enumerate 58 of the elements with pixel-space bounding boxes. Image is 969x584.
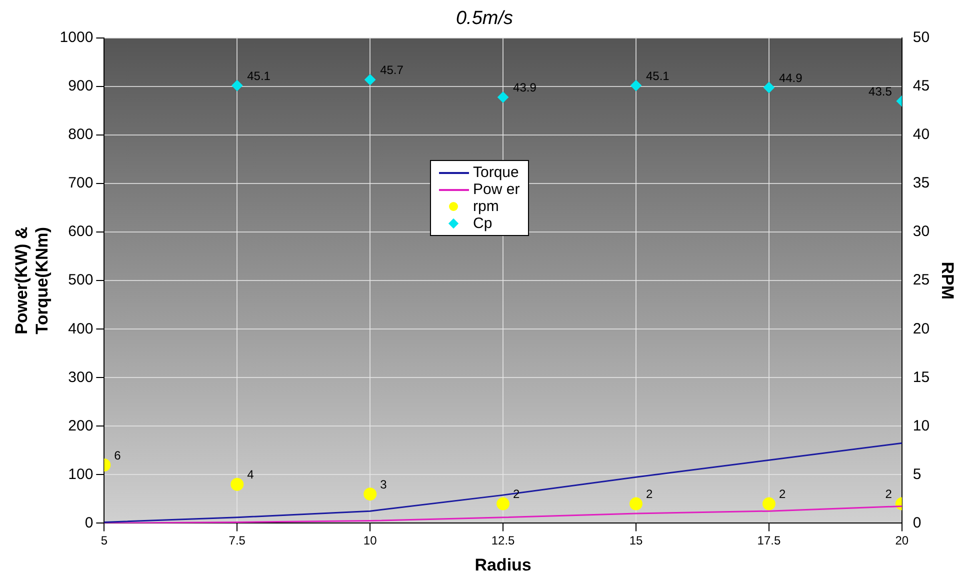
chart-title: 0.5m/s bbox=[454, 8, 514, 30]
data-label: 3 bbox=[380, 477, 388, 492]
y2-tick-label: 45 bbox=[912, 78, 930, 95]
point bbox=[230, 478, 244, 491]
y2-tick-label: 30 bbox=[912, 223, 930, 240]
y-tick-label: 200 bbox=[68, 417, 94, 434]
x-tick-label: 12.5 bbox=[491, 534, 516, 548]
point bbox=[364, 74, 376, 86]
y-tick-label: 800 bbox=[68, 126, 94, 144]
point bbox=[364, 488, 377, 501]
data-label: 2 bbox=[646, 487, 653, 502]
x-tick-label: 10 bbox=[363, 534, 378, 548]
point bbox=[232, 80, 243, 92]
y2-tick-label: 5 bbox=[912, 466, 922, 483]
y-tick-label: 1000 bbox=[60, 29, 94, 46]
data-label: 45.7 bbox=[380, 63, 404, 78]
y2-tick-label: 0 bbox=[912, 514, 922, 532]
y2-tick-label: 40 bbox=[912, 126, 930, 144]
data-label: 4 bbox=[247, 468, 254, 482]
x-axis-title: Radius bbox=[474, 555, 532, 574]
y-tick-label: 500 bbox=[68, 272, 94, 289]
data-label: 44.9 bbox=[778, 70, 803, 85]
point bbox=[762, 497, 776, 510]
point bbox=[630, 497, 642, 510]
data-label: 43.5 bbox=[868, 84, 892, 98]
y2-tick-label: 50 bbox=[912, 29, 930, 46]
legend-label: rpm bbox=[473, 198, 499, 215]
y2-tick-label: 20 bbox=[912, 320, 930, 338]
y2-tick-label: 15 bbox=[912, 368, 930, 386]
y-tick-label: 900 bbox=[68, 78, 94, 95]
data-label: 2 bbox=[778, 487, 786, 502]
y2-axis-title: RPM bbox=[938, 262, 958, 300]
y-tick-label: 0 bbox=[84, 514, 94, 532]
legend-label: Cp bbox=[473, 215, 492, 232]
data-label: 6 bbox=[114, 448, 122, 462]
legend-label: Torque bbox=[473, 164, 519, 181]
y2-tick-label: 25 bbox=[912, 272, 930, 289]
y-tick-label: 300 bbox=[68, 368, 94, 386]
x-tick-label: 5 bbox=[100, 534, 108, 548]
legend-label: Pow er bbox=[473, 181, 520, 198]
point bbox=[763, 82, 774, 93]
y2-tick-label: 35 bbox=[912, 174, 930, 192]
point bbox=[630, 80, 642, 92]
y2-tick-label: 10 bbox=[912, 417, 930, 434]
data-label: 2 bbox=[885, 487, 892, 502]
x-tick-label: 15 bbox=[629, 534, 643, 548]
data-label: 45.1 bbox=[646, 68, 670, 83]
y-tick-label: 100 bbox=[68, 466, 94, 483]
data-label: 45.1 bbox=[247, 68, 271, 83]
x-tick-label: 7.5 bbox=[228, 534, 246, 548]
point bbox=[496, 497, 510, 510]
point bbox=[498, 92, 509, 103]
y-tick-label: 400 bbox=[68, 320, 94, 338]
y-tick-label: 600 bbox=[68, 223, 94, 240]
y-tick-label: 700 bbox=[68, 174, 94, 192]
y-axis-title: Power(KW) & Torque(KNm) bbox=[12, 226, 52, 334]
x-tick-label: 20 bbox=[895, 534, 909, 548]
x-tick-label: 17.5 bbox=[757, 534, 781, 548]
